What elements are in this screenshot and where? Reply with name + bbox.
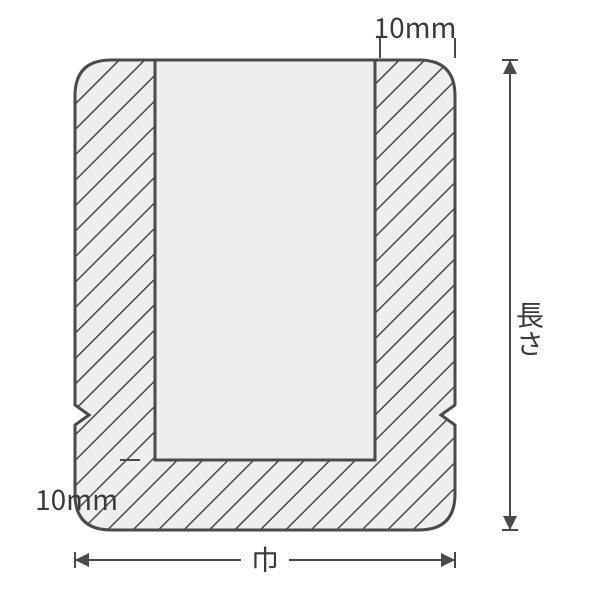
dim-width-label: 巾: [251, 539, 279, 579]
dim-top-seal-label: 10mm: [374, 7, 457, 47]
dim-bottom-seal-label: 10mm: [35, 479, 118, 519]
dim-length-label: 長さ: [510, 300, 550, 356]
